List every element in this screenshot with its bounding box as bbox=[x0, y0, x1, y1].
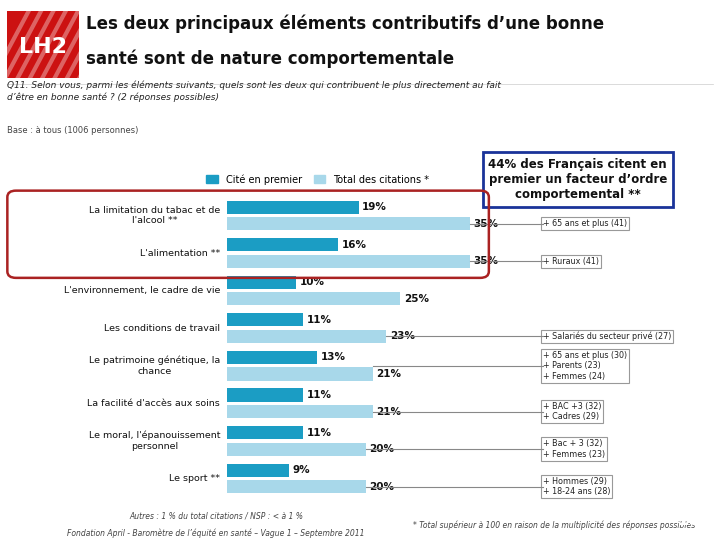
Text: santé sont de nature comportementale: santé sont de nature comportementale bbox=[86, 50, 454, 69]
FancyBboxPatch shape bbox=[7, 11, 79, 78]
Text: Le moral, l'épanouissement
personnel: Le moral, l'épanouissement personnel bbox=[89, 431, 220, 451]
Text: La facilité d'accès aux soins: La facilité d'accès aux soins bbox=[87, 399, 220, 408]
Text: * Total supérieur à 100 en raison de la multiplicité des réponses possibles: * Total supérieur à 100 en raison de la … bbox=[413, 521, 696, 530]
Text: 13%: 13% bbox=[320, 353, 346, 362]
Bar bbox=[227, 443, 366, 456]
Text: 20%: 20% bbox=[369, 444, 394, 454]
Bar bbox=[227, 405, 373, 418]
Bar bbox=[227, 426, 303, 439]
Text: 11%: 11% bbox=[307, 390, 332, 400]
Bar bbox=[227, 201, 359, 214]
Bar bbox=[227, 255, 469, 268]
Bar bbox=[227, 330, 387, 343]
Text: 44% des Français citent en
premier un facteur d’ordre
comportemental **: 44% des Français citent en premier un fa… bbox=[488, 158, 667, 201]
Bar bbox=[227, 388, 303, 402]
Text: 20%: 20% bbox=[369, 482, 394, 492]
Text: L'alimentation **: L'alimentation ** bbox=[140, 248, 220, 258]
Text: LH2: LH2 bbox=[19, 37, 67, 57]
Text: Les conditions de travail: Les conditions de travail bbox=[104, 323, 220, 333]
Bar bbox=[227, 276, 296, 289]
Text: 15: 15 bbox=[677, 511, 701, 529]
Text: 19%: 19% bbox=[362, 202, 387, 212]
Text: Le sport **: Le sport ** bbox=[169, 474, 220, 483]
Text: 35%: 35% bbox=[473, 256, 498, 266]
Text: 11%: 11% bbox=[307, 315, 332, 325]
Bar bbox=[227, 351, 317, 364]
Bar bbox=[227, 313, 303, 326]
Text: Le patrimoine génétique, la
chance: Le patrimoine génétique, la chance bbox=[89, 356, 220, 376]
Text: + Bac + 3 (32)
+ Femmes (23): + Bac + 3 (32) + Femmes (23) bbox=[543, 440, 605, 459]
Bar bbox=[227, 463, 289, 477]
Text: + Ruraux (41): + Ruraux (41) bbox=[543, 257, 598, 266]
Text: Autres : 1 % du total citations / NSP : < à 1 %: Autres : 1 % du total citations / NSP : … bbox=[129, 511, 303, 520]
Text: 16%: 16% bbox=[341, 240, 366, 249]
Text: 23%: 23% bbox=[390, 332, 415, 341]
Bar bbox=[227, 368, 373, 381]
Text: + 65 ans et plus (41): + 65 ans et plus (41) bbox=[543, 219, 626, 228]
Text: 21%: 21% bbox=[376, 369, 401, 379]
Text: 21%: 21% bbox=[376, 407, 401, 416]
Bar bbox=[227, 292, 400, 306]
Text: 11%: 11% bbox=[307, 428, 332, 437]
Text: + Salariés du secteur privé (27): + Salariés du secteur privé (27) bbox=[543, 332, 671, 341]
Text: Fondation April - Baromètre de l’équité en santé – Vague 1 – Septembre 2011: Fondation April - Baromètre de l’équité … bbox=[67, 529, 365, 538]
Text: 10%: 10% bbox=[300, 278, 325, 287]
Text: + 65 ans et plus (30)
+ Parents (23)
+ Femmes (24): + 65 ans et plus (30) + Parents (23) + F… bbox=[543, 351, 626, 381]
Text: Base : à tous (1006 personnes): Base : à tous (1006 personnes) bbox=[7, 126, 138, 135]
Text: 35%: 35% bbox=[473, 219, 498, 229]
Bar bbox=[227, 238, 338, 251]
Text: 25%: 25% bbox=[404, 294, 429, 304]
Text: Q11. Selon vous, parmi les éléments suivants, quels sont les deux qui contribuen: Q11. Selon vous, parmi les éléments suiv… bbox=[7, 81, 501, 102]
Text: Les deux principaux éléments contributifs d’une bonne: Les deux principaux éléments contributif… bbox=[86, 14, 605, 33]
Text: L'environnement, le cadre de vie: L'environnement, le cadre de vie bbox=[64, 286, 220, 295]
Text: La limitation du tabac et de
l'alcool **: La limitation du tabac et de l'alcool ** bbox=[89, 206, 220, 225]
Legend: Cité en premier, Total des citations *: Cité en premier, Total des citations * bbox=[207, 174, 429, 185]
Text: + BAC +3 (32)
+ Cadres (29): + BAC +3 (32) + Cadres (29) bbox=[543, 402, 601, 421]
Text: 9%: 9% bbox=[293, 465, 310, 475]
Bar bbox=[227, 480, 366, 493]
Bar bbox=[227, 217, 469, 231]
Text: + Hommes (29)
+ 18-24 ans (28): + Hommes (29) + 18-24 ans (28) bbox=[543, 477, 610, 496]
